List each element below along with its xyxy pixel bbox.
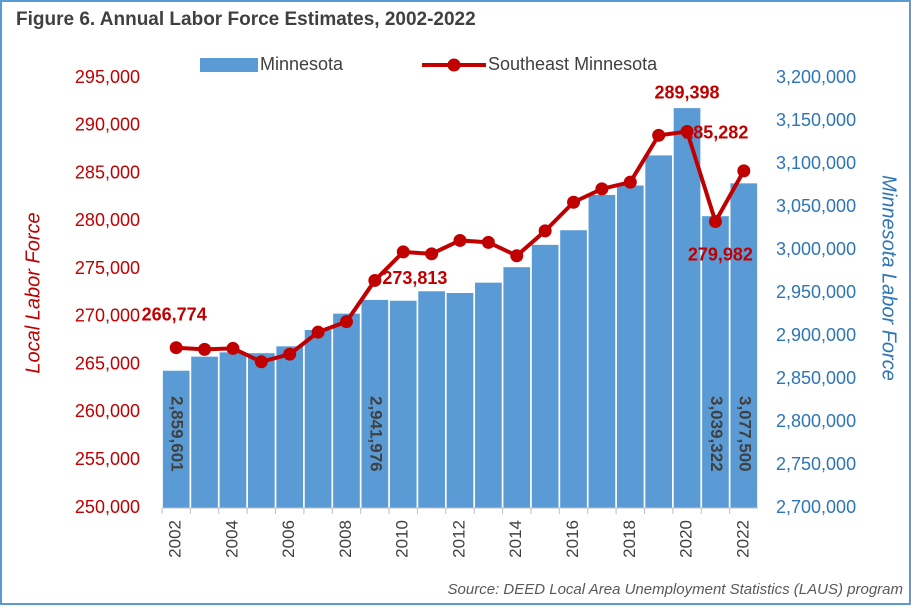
line-marker <box>737 164 751 178</box>
y-tick-label: 295,000 <box>75 67 140 87</box>
y-axis-label: Local Labor Force <box>22 212 44 373</box>
line-marker <box>652 128 666 142</box>
x-tick-label: 2018 <box>620 520 639 558</box>
line-marker <box>567 195 581 209</box>
line-marker <box>538 224 552 238</box>
bar <box>219 352 247 508</box>
line-marker <box>510 249 524 263</box>
bar <box>162 370 190 508</box>
y-tick-label: 280,000 <box>75 210 140 230</box>
legend-label: Minnesota <box>260 54 344 74</box>
bar <box>191 356 218 508</box>
line-marker <box>339 315 353 329</box>
chart-title: Figure 6. Annual Labor Force Estimates, … <box>16 9 476 30</box>
bar <box>247 353 275 508</box>
bar <box>503 267 531 508</box>
x-tick-label: 2014 <box>506 520 525 558</box>
x-tick-label: 2012 <box>449 520 468 558</box>
legend-marker <box>447 58 461 72</box>
y2-tick-label: 3,000,000 <box>776 239 856 259</box>
y2-tick-label: 2,850,000 <box>776 368 856 388</box>
y-tick-label: 250,000 <box>75 497 140 517</box>
y2-tick-label: 2,900,000 <box>776 325 856 345</box>
line-marker <box>169 341 183 355</box>
line-value-label: 285,282 <box>683 123 748 143</box>
line-marker <box>283 347 297 361</box>
bar <box>730 183 758 508</box>
x-tick-label: 2016 <box>563 520 582 558</box>
line-marker <box>453 233 467 247</box>
bar <box>475 282 502 508</box>
bar <box>389 300 417 508</box>
bar <box>446 293 474 508</box>
bar <box>616 185 644 508</box>
y-tick-label: 290,000 <box>75 115 140 135</box>
line-marker <box>481 235 495 249</box>
line-marker <box>396 245 410 259</box>
y-tick-label: 265,000 <box>75 353 140 373</box>
y-tick-label: 260,000 <box>75 401 140 421</box>
bar <box>531 244 559 508</box>
x-tick-label: 2006 <box>279 520 298 558</box>
y-tick-label: 285,000 <box>75 162 140 182</box>
line-value-label: 266,774 <box>142 304 207 324</box>
y-tick-label: 255,000 <box>75 449 140 469</box>
y2-tick-label: 3,100,000 <box>776 153 856 173</box>
x-tick-label: 2010 <box>393 520 412 558</box>
bar-value-label: 3,039,322 <box>707 396 726 472</box>
y2-axis-label: Minnesota Labor Force <box>878 175 900 381</box>
y2-tick-label: 2,750,000 <box>776 454 856 474</box>
line-value-label: 273,813 <box>382 268 447 288</box>
y2-tick-label: 2,700,000 <box>776 497 856 517</box>
line-marker <box>311 325 325 339</box>
bar <box>276 346 304 508</box>
line-value-label: 289,398 <box>655 82 720 102</box>
bar <box>673 108 701 508</box>
x-tick-label: 2020 <box>677 520 696 558</box>
y2-tick-label: 3,200,000 <box>776 67 856 87</box>
y2-tick-label: 2,800,000 <box>776 411 856 431</box>
bar <box>333 313 360 508</box>
bar <box>304 329 332 508</box>
x-tick-label: 2008 <box>336 520 355 558</box>
y2-tick-label: 3,050,000 <box>776 196 856 216</box>
bar-value-label: 2,859,601 <box>168 396 187 472</box>
y2-tick-label: 2,950,000 <box>776 282 856 302</box>
y-tick-label: 275,000 <box>75 258 140 278</box>
bar <box>645 155 673 508</box>
x-tick-label: 2022 <box>733 520 752 558</box>
line-marker <box>595 182 609 196</box>
bar-value-label: 3,077,500 <box>735 396 754 472</box>
line-marker <box>198 342 212 356</box>
line-marker <box>623 175 637 189</box>
line-value-label: 279,982 <box>688 244 753 264</box>
y-tick-label: 270,000 <box>75 306 140 326</box>
bar <box>702 216 729 508</box>
bar <box>361 299 389 508</box>
line-marker <box>708 215 722 229</box>
bar <box>418 291 445 508</box>
x-tick-label: 2004 <box>222 520 241 558</box>
line-marker <box>368 273 382 287</box>
legend-label: Southeast Minnesota <box>488 54 658 74</box>
line-marker <box>254 355 268 369</box>
bar <box>560 230 587 508</box>
y2-tick-label: 3,150,000 <box>776 110 856 130</box>
source-note: Source: DEED Local Area Unemployment Sta… <box>448 581 903 598</box>
legend-swatch <box>200 58 258 72</box>
x-tick-label: 2002 <box>166 520 185 558</box>
line-marker <box>680 125 694 139</box>
line-marker <box>226 341 240 355</box>
bar-value-label: 2,941,976 <box>366 396 385 472</box>
bar <box>588 194 616 508</box>
line-marker <box>425 247 439 261</box>
